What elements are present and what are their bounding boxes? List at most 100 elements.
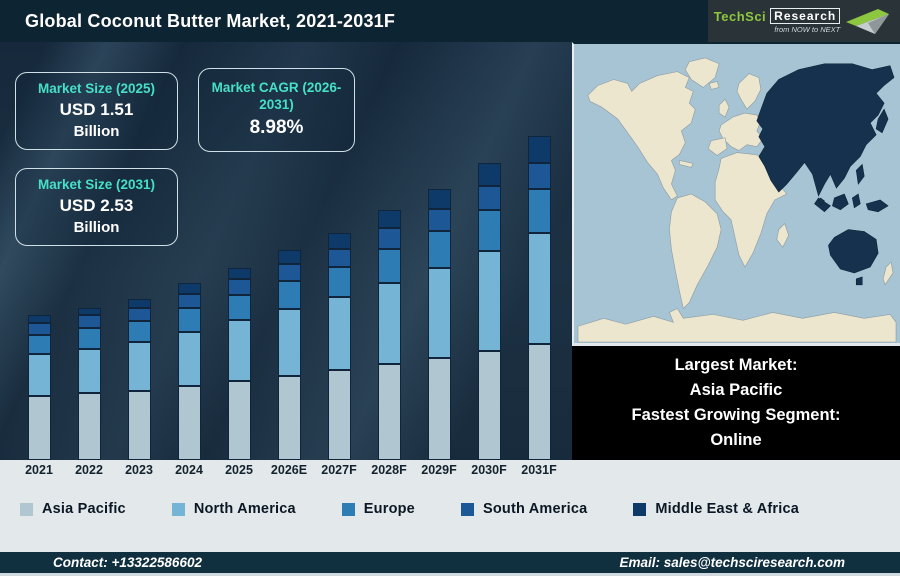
bar-segment-south-america [477, 186, 501, 211]
bar-segment-south-america [27, 323, 51, 335]
callout-line-1: Largest Market: [674, 356, 798, 375]
legend-swatch [633, 502, 647, 516]
bar-segment-europe [127, 320, 151, 343]
stacked-bar-2021 [27, 315, 51, 460]
market-cagr-value: 8.98% [249, 116, 304, 138]
bar-segment-asia-pacific [27, 396, 51, 460]
market-size-2025-unit: Billion [73, 123, 120, 141]
bar-segment-north-america [77, 348, 101, 394]
market-size-2031-unit: Billion [73, 219, 120, 237]
logo-brand-secondary: Research [770, 8, 841, 24]
bar-segment-asia-pacific [527, 343, 551, 460]
bar-segment-middle-east-africa [77, 307, 101, 316]
bar-slot [314, 42, 364, 460]
bar-segment-north-america [327, 297, 351, 371]
bar-segment-south-america [377, 228, 401, 249]
legend-item-north-america: North America [171, 501, 296, 517]
bar-segment-asia-pacific [477, 351, 501, 460]
callout-line-3: Fastest Growing Segment: [631, 406, 841, 424]
bar-segment-asia-pacific [227, 380, 251, 460]
bar-segment-north-america [127, 342, 151, 391]
x-tick: 2030F [471, 463, 507, 477]
bar-segment-europe [477, 210, 501, 252]
bar-segment-north-america [27, 353, 51, 396]
bar-segment-asia-pacific [127, 390, 151, 460]
x-tick: 2021 [25, 463, 53, 477]
footer-email: Email: sales@techsciresearch.com [619, 555, 845, 570]
bar-segment-north-america [227, 320, 251, 381]
bar-segment-europe [27, 334, 51, 354]
bar-slot [114, 42, 164, 460]
market-size-2031-value: USD 2.53 [59, 196, 134, 216]
x-tick: 2027F [321, 463, 357, 477]
largest-market-callout: Largest Market: Asia Pacific Fastest Gro… [572, 346, 900, 460]
x-axis: 2021 2022 2023 2024 2025 2026E 2027F 2028F 2029F… [0, 460, 900, 477]
right-panel: Largest Market: Asia Pacific Fastest Gro… [572, 42, 900, 460]
bar-segment-asia-pacific [377, 364, 401, 460]
x-tick: 2031F [521, 463, 557, 477]
bar-slot [364, 42, 414, 460]
market-size-2025-value: USD 1.51 [59, 100, 134, 120]
page-title: Global Coconut Butter Market, 2021-2031F [25, 10, 396, 31]
bar-segment-asia-pacific [77, 393, 101, 460]
bar-segment-south-america [177, 293, 201, 308]
bar-segment-middle-east-africa [127, 298, 151, 308]
bar-slot [464, 42, 514, 460]
bar-segment-south-america [277, 264, 301, 281]
legend-label: Middle East & Africa [655, 501, 800, 517]
bottom-band: 2021 2022 2023 2024 2025 2026E 2027F 2028F 2029F… [0, 460, 900, 552]
stacked-bar-2030F [477, 163, 501, 460]
legend-item-south-america: South America [460, 501, 588, 517]
bar-segment-middle-east-africa [277, 250, 301, 265]
map-land [577, 57, 897, 343]
bar-segment-north-america [477, 251, 501, 352]
bar-slot [264, 42, 314, 460]
market-size-2025-box: Market Size (2025) USD 1.51 Billion [15, 72, 178, 150]
world-map [572, 42, 900, 343]
stacked-bar-2025 [227, 267, 251, 460]
bar-segment-europe [77, 328, 101, 349]
legend-label: South America [482, 501, 588, 517]
bar-segment-south-america [427, 209, 451, 231]
legend-label: Europe [363, 501, 415, 517]
bar-slot [14, 42, 64, 460]
x-tick: 2025 [225, 463, 253, 477]
bar-segment-middle-east-africa [427, 188, 451, 210]
stacked-bar-2027F [327, 233, 351, 460]
header-bar: Global Coconut Butter Market, 2021-2031F… [0, 0, 900, 42]
bar-segment-south-america [77, 315, 101, 329]
stacked-bar-2023 [127, 298, 151, 460]
chart-panel: Market Size (2025) USD 1.51 Billion Mark… [0, 42, 572, 460]
stacked-bar-2024 [177, 283, 201, 460]
main-content: Market Size (2025) USD 1.51 Billion Mark… [0, 42, 900, 460]
map-region-asia-pacific-highlight [756, 63, 895, 286]
bar-segment-north-america [177, 332, 201, 386]
x-tick: 2023 [125, 463, 153, 477]
stacked-bar-2029F [427, 188, 451, 460]
legend-item-middle-east-africa: Middle East & Africa [633, 501, 799, 517]
logo-tagline: from NOW to NEXT [774, 25, 841, 34]
bar-slot [414, 42, 464, 460]
bar-segment-south-america [327, 248, 351, 267]
bar-segment-middle-east-africa [377, 210, 401, 229]
x-tick: 2026E [270, 463, 308, 477]
bar-segment-middle-east-africa [477, 163, 501, 187]
bar-segment-south-america [227, 279, 251, 295]
world-map-svg [574, 44, 900, 343]
bar-segment-south-america [527, 163, 551, 189]
market-size-2025-label: Market Size (2025) [37, 80, 156, 96]
bar-segment-north-america [377, 283, 401, 364]
market-cagr-box: Market CAGR (2026-2031) 8.98% [198, 68, 355, 152]
stacked-bar-2026E [277, 250, 301, 460]
bar-segment-asia-pacific [427, 357, 451, 460]
bar-segment-asia-pacific [177, 385, 201, 460]
legend-swatch [20, 502, 33, 516]
bar-segment-north-america [427, 268, 451, 358]
footer-bar: Contact: +13322586602 Email: sales@techs… [0, 552, 900, 576]
stacked-bar-2031F [527, 136, 551, 460]
bar-segment-north-america [277, 308, 301, 376]
bar-segment-middle-east-africa [227, 267, 251, 280]
bar-chart [0, 42, 572, 460]
bar-segment-middle-east-africa [327, 233, 351, 249]
market-size-2031-label: Market Size (2031) [37, 176, 156, 192]
